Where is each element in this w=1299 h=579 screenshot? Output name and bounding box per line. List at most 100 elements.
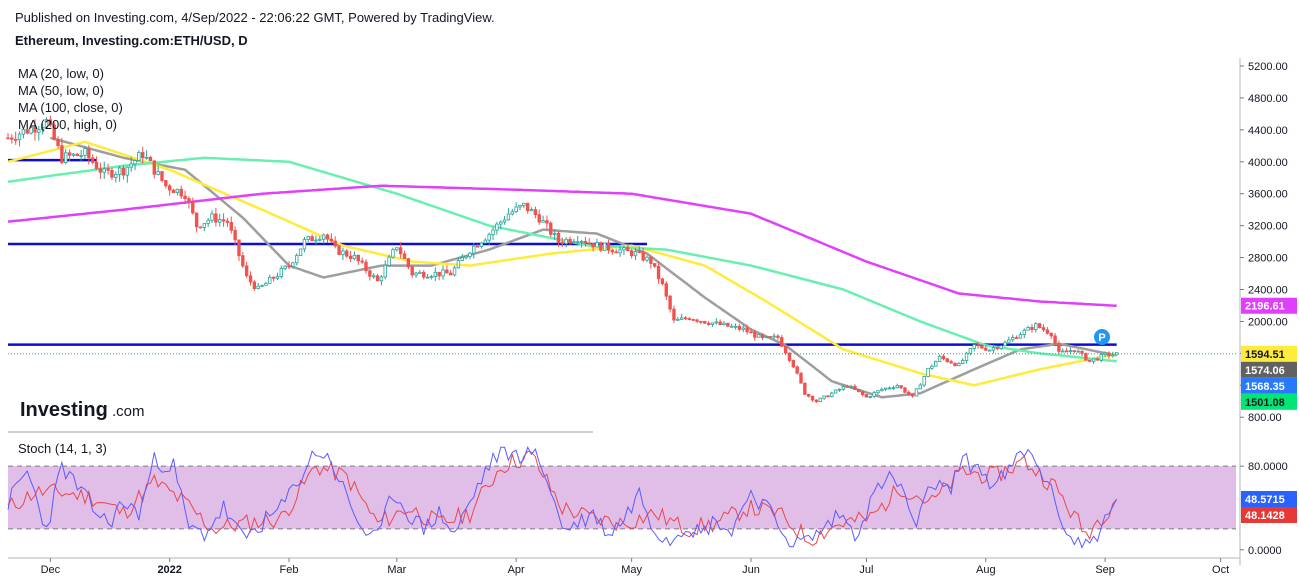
- candle[interactable]: [853, 384, 857, 390]
- candle[interactable]: [133, 159, 137, 171]
- candle[interactable]: [499, 220, 503, 230]
- candle[interactable]: [1037, 322, 1042, 329]
- candle[interactable]: [984, 345, 988, 351]
- candle[interactable]: [818, 397, 822, 403]
- candle[interactable]: [1107, 351, 1111, 359]
- candle[interactable]: [472, 243, 476, 259]
- candle[interactable]: [1068, 347, 1073, 354]
- candle[interactable]: [310, 234, 314, 242]
- candle[interactable]: [895, 383, 899, 389]
- candle[interactable]: [98, 162, 103, 179]
- candle[interactable]: [764, 336, 769, 339]
- candle[interactable]: [175, 188, 180, 196]
- candle[interactable]: [980, 343, 984, 349]
- candle[interactable]: [703, 320, 707, 324]
- candle[interactable]: [510, 208, 514, 216]
- candle[interactable]: [795, 365, 799, 375]
- candle[interactable]: [776, 334, 780, 340]
- candle[interactable]: [749, 328, 753, 334]
- candle[interactable]: [433, 267, 437, 281]
- candle[interactable]: [402, 250, 407, 260]
- candle[interactable]: [1064, 347, 1069, 353]
- candle[interactable]: [337, 244, 341, 256]
- candle[interactable]: [922, 375, 926, 388]
- candle[interactable]: [368, 268, 372, 281]
- candle[interactable]: [171, 188, 176, 194]
- candle[interactable]: [529, 207, 534, 212]
- candle[interactable]: [6, 133, 10, 140]
- candle[interactable]: [868, 395, 872, 399]
- candle[interactable]: [71, 152, 76, 158]
- candle[interactable]: [730, 323, 734, 328]
- candle[interactable]: [83, 145, 87, 160]
- candle[interactable]: [545, 215, 549, 230]
- candle[interactable]: [214, 207, 218, 227]
- candle[interactable]: [325, 233, 330, 243]
- candle[interactable]: [460, 253, 464, 261]
- candle[interactable]: [649, 255, 653, 269]
- candle[interactable]: [252, 280, 257, 291]
- candle[interactable]: [695, 318, 699, 324]
- candle[interactable]: [210, 210, 214, 223]
- candle[interactable]: [1057, 340, 1061, 355]
- candle[interactable]: [506, 208, 511, 221]
- candle[interactable]: [383, 260, 387, 280]
- candle[interactable]: [810, 395, 815, 402]
- candle[interactable]: [753, 329, 757, 341]
- candle[interactable]: [295, 253, 299, 266]
- candle[interactable]: [379, 275, 384, 286]
- candle[interactable]: [79, 149, 83, 161]
- candle[interactable]: [90, 154, 95, 165]
- candle[interactable]: [934, 360, 938, 367]
- candle[interactable]: [602, 242, 607, 251]
- candle[interactable]: [156, 165, 160, 176]
- candle[interactable]: [33, 119, 37, 141]
- candle[interactable]: [167, 183, 172, 196]
- candle[interactable]: [225, 217, 230, 227]
- candle[interactable]: [117, 165, 122, 182]
- candle[interactable]: [945, 358, 949, 363]
- candle[interactable]: [533, 206, 538, 219]
- candle[interactable]: [1011, 334, 1015, 343]
- candle[interactable]: [641, 248, 645, 262]
- candle[interactable]: [198, 226, 203, 229]
- candle[interactable]: [710, 322, 715, 327]
- candle[interactable]: [329, 233, 334, 244]
- candle[interactable]: [726, 322, 730, 327]
- candle[interactable]: [772, 333, 776, 340]
- candle[interactable]: [25, 123, 29, 135]
- candle[interactable]: [125, 166, 130, 183]
- candle[interactable]: [321, 233, 326, 244]
- candle[interactable]: [318, 236, 322, 242]
- candle[interactable]: [491, 226, 495, 240]
- candle[interactable]: [814, 399, 819, 403]
- candle[interactable]: [1014, 335, 1019, 339]
- candle[interactable]: [514, 202, 518, 214]
- candle[interactable]: [787, 352, 792, 363]
- candle[interactable]: [13, 131, 18, 145]
- candle[interactable]: [683, 316, 688, 321]
- candle[interactable]: [637, 246, 642, 254]
- candle[interactable]: [67, 149, 72, 162]
- candle[interactable]: [233, 226, 237, 245]
- candle[interactable]: [599, 241, 603, 253]
- candle[interactable]: [144, 150, 149, 160]
- candle[interactable]: [129, 156, 133, 172]
- candle[interactable]: [706, 320, 711, 326]
- candle[interactable]: [926, 367, 930, 378]
- candle[interactable]: [664, 280, 668, 300]
- candle[interactable]: [375, 273, 380, 282]
- candle[interactable]: [1034, 322, 1038, 333]
- candle[interactable]: [75, 153, 79, 157]
- candle[interactable]: [791, 359, 796, 369]
- candle[interactable]: [483, 238, 488, 244]
- candle[interactable]: [656, 261, 661, 284]
- candle[interactable]: [387, 254, 391, 266]
- candle[interactable]: [737, 323, 742, 332]
- candle[interactable]: [391, 247, 395, 259]
- candle[interactable]: [679, 313, 684, 320]
- candle[interactable]: [52, 121, 56, 141]
- candle[interactable]: [903, 386, 907, 394]
- candle[interactable]: [887, 386, 892, 390]
- candle[interactable]: [464, 255, 468, 260]
